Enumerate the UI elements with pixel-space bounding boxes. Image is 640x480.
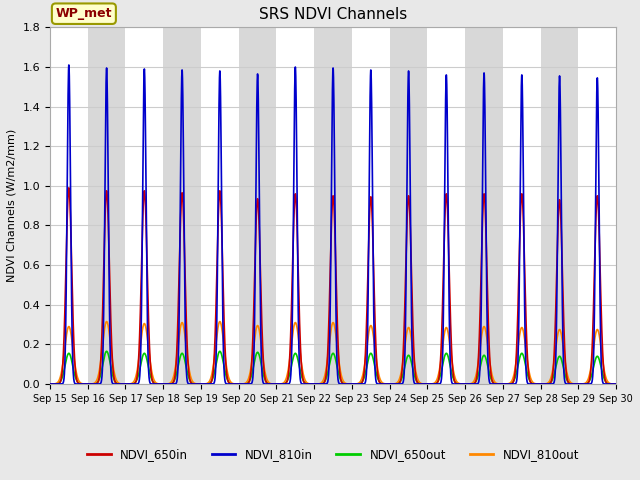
Bar [163, 27, 201, 384]
Bar [88, 27, 125, 384]
Y-axis label: NDVI Channels (W/m2/mm): NDVI Channels (W/m2/mm) [7, 129, 17, 282]
Bar [541, 27, 579, 384]
Bar [465, 27, 503, 384]
Text: WP_met: WP_met [56, 7, 112, 20]
Title: SRS NDVI Channels: SRS NDVI Channels [259, 7, 407, 22]
Bar [390, 27, 428, 384]
Bar [314, 27, 352, 384]
Bar [239, 27, 276, 384]
Legend: NDVI_650in, NDVI_810in, NDVI_650out, NDVI_810out: NDVI_650in, NDVI_810in, NDVI_650out, NDV… [83, 444, 584, 466]
